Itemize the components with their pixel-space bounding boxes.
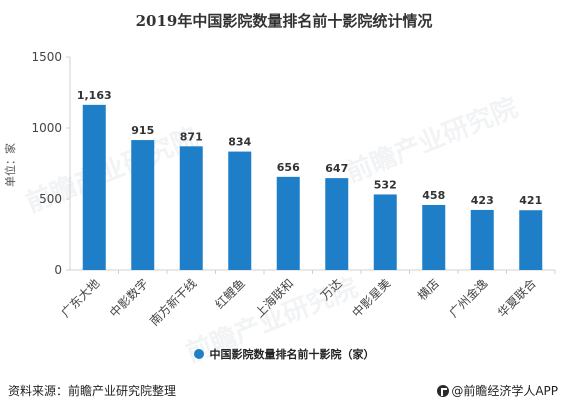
data-label: 834 <box>228 136 251 149</box>
brand-credit: @前瞻经济学人APP <box>437 382 558 399</box>
data-label: 871 <box>180 130 203 143</box>
x-tick-label: 中影数字 <box>106 276 151 321</box>
bar <box>470 209 494 270</box>
legend-label: 中国影院数量排名前十影院（家） <box>209 348 375 361</box>
bar <box>373 194 397 270</box>
source-note: 资料来源：前瞻产业研究院整理 <box>8 384 177 398</box>
x-tick-label: 上海联和 <box>252 276 297 321</box>
y-axis-label: 单位：家 <box>3 143 17 187</box>
bar <box>131 140 155 270</box>
bar <box>519 210 543 270</box>
data-label: 1,163 <box>77 89 112 102</box>
x-tick-label: 万达 <box>318 276 345 303</box>
bar <box>422 204 446 270</box>
x-tick-label: 华夏联合 <box>494 276 539 321</box>
chart-title: 2019年中国影院数量排名前十影院统计情况 <box>135 12 433 30</box>
brand-text: @前瞻经济学人APP <box>451 384 558 398</box>
x-tick-label: 广东大地 <box>59 276 103 320</box>
x-tick-label: 广州金逸 <box>446 276 491 321</box>
brand-logo-icon <box>437 385 450 397</box>
bar <box>325 178 349 270</box>
bar <box>276 176 300 270</box>
bar <box>179 146 203 270</box>
data-label: 656 <box>277 161 300 174</box>
y-tick-label: 500 <box>39 192 62 206</box>
legend-swatch <box>193 349 204 359</box>
x-tick-label: 红鲤鱼 <box>212 276 248 312</box>
y-tick-label: 1000 <box>31 121 62 135</box>
y-tick-label: 1500 <box>31 50 62 64</box>
x-tick-label: 南方新干线 <box>146 276 199 329</box>
data-label: 915 <box>131 124 154 137</box>
y-tick-label: 0 <box>54 263 62 277</box>
data-label: 458 <box>422 189 445 202</box>
bar <box>82 104 106 270</box>
data-label: 423 <box>471 194 494 207</box>
data-label: 647 <box>325 162 348 175</box>
legend: 中国影院数量排名前十影院（家） <box>0 346 568 362</box>
data-label: 532 <box>374 178 397 191</box>
data-label: 421 <box>519 194 542 207</box>
bar <box>228 151 252 270</box>
x-tick-label: 中影星美 <box>349 276 394 321</box>
x-tick-label: 横店 <box>415 276 442 303</box>
